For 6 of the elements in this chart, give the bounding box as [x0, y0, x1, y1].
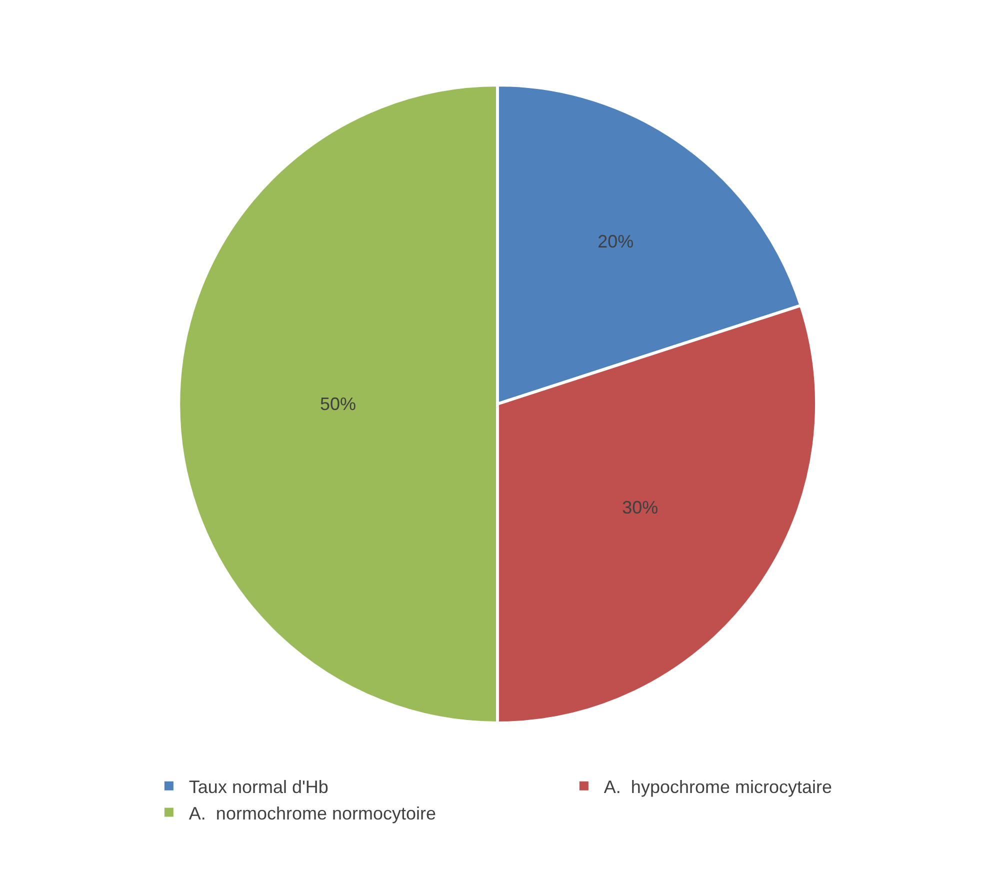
data-label: 50%	[320, 394, 356, 414]
legend-label: A. normochrome normocytoire	[188, 803, 436, 824]
legend-label: Taux normal d'Hb	[188, 776, 328, 797]
legend-label: A. hypochrome microcytaire	[604, 776, 832, 797]
data-label: 20%	[598, 231, 634, 252]
data-label: 30%	[622, 498, 658, 518]
